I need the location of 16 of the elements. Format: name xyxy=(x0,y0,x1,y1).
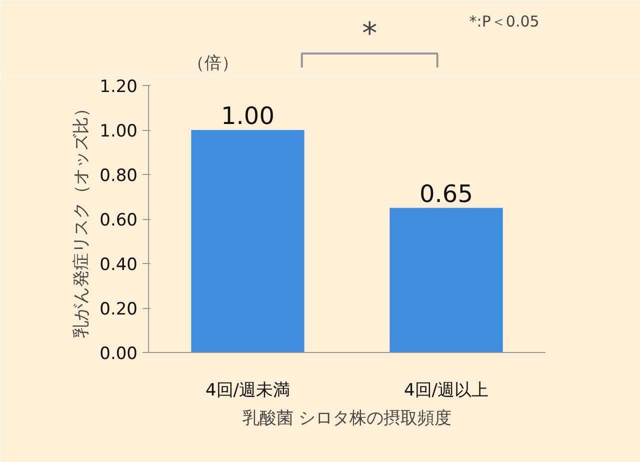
data-label: 0.65 xyxy=(420,180,473,208)
text: 0.20 xyxy=(100,300,138,320)
data-label: 1.00 xyxy=(221,102,274,130)
text: 1.00 xyxy=(100,122,138,142)
text: 0.00 xyxy=(100,344,138,364)
text: 0.80 xyxy=(100,166,138,186)
x-axis-title: 乳酸菌 シロタ株の摂取頻度 xyxy=(242,408,452,428)
x-tick-label: 4回/週未満 xyxy=(205,380,290,400)
text: 0.60 xyxy=(100,210,138,230)
text: 0.40 xyxy=(100,255,138,275)
y-axis-title: 乳がん発症リスク（オッズ比） xyxy=(72,100,92,338)
text: （倍） xyxy=(188,54,239,74)
text: * xyxy=(362,16,378,52)
text: *:P＜0.05 xyxy=(469,12,540,30)
x-tick-label: 4回/週以上 xyxy=(404,380,489,400)
text: 1.20 xyxy=(100,77,138,97)
